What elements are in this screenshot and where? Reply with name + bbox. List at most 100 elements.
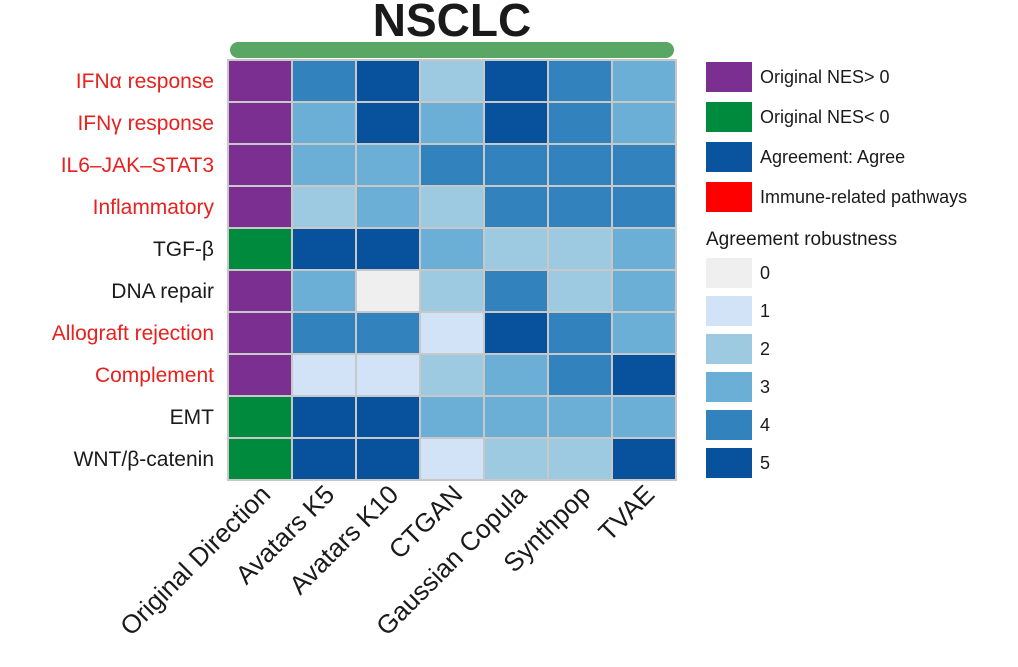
heatmap-cell xyxy=(611,437,677,481)
heatmap-cell xyxy=(419,269,485,313)
legend-scale-label: 5 xyxy=(760,453,770,473)
column-label: TVAE xyxy=(592,479,660,547)
heatmap-cell xyxy=(483,311,549,355)
heatmap-cell xyxy=(547,395,613,439)
heatmap-cell xyxy=(291,227,357,271)
heatmap-cell xyxy=(419,185,485,229)
heatmap-cell xyxy=(227,437,293,481)
legend-scale-swatch xyxy=(706,334,752,364)
heatmap-cell xyxy=(227,227,293,271)
heatmap-cell xyxy=(355,353,421,397)
row-label: EMT xyxy=(170,406,215,429)
heatmap-cell xyxy=(291,59,357,103)
heatmap-cell xyxy=(291,437,357,481)
heatmap-cell xyxy=(355,437,421,481)
heatmap-cell xyxy=(227,59,293,103)
legend-scale-label: 4 xyxy=(760,415,770,435)
heatmap-cell xyxy=(547,143,613,187)
heatmap-cell xyxy=(291,143,357,187)
row-label: IFNα response xyxy=(76,70,214,93)
legend-label: Original NES> 0 xyxy=(760,67,890,87)
row-label: IFNγ response xyxy=(77,112,214,135)
legend-scale-label: 2 xyxy=(760,339,770,359)
heatmap-cell xyxy=(227,311,293,355)
heatmap-cell xyxy=(291,269,357,313)
legend-scale-title: Agreement robustness xyxy=(706,229,897,250)
heatmap-cell xyxy=(291,311,357,355)
heatmap-cell xyxy=(611,59,677,103)
heatmap-cell xyxy=(291,185,357,229)
heatmap-cell xyxy=(611,101,677,145)
heatmap-cell xyxy=(611,185,677,229)
legend-scale-swatch xyxy=(706,410,752,440)
heatmap-cell xyxy=(611,227,677,271)
group-bar xyxy=(230,42,674,58)
heatmap-cell xyxy=(611,311,677,355)
heatmap-cell xyxy=(291,353,357,397)
legend-scale-swatch xyxy=(706,372,752,402)
heatmap-cell xyxy=(611,395,677,439)
heatmap-cell xyxy=(483,101,549,145)
row-label: WNT/β-catenin xyxy=(74,448,214,471)
heatmap-cell xyxy=(419,143,485,187)
row-label: DNA repair xyxy=(111,280,214,303)
heatmap-cell xyxy=(227,353,293,397)
heatmap-cell xyxy=(291,101,357,145)
legend-swatch xyxy=(706,142,752,172)
legend-swatch xyxy=(706,182,752,212)
row-label: Inflammatory xyxy=(93,196,215,219)
heatmap-cell xyxy=(483,185,549,229)
heatmap-cell xyxy=(355,101,421,145)
heatmap-cell xyxy=(547,311,613,355)
legend-scale-swatch xyxy=(706,258,752,288)
heatmap-cell xyxy=(547,437,613,481)
heatmap-cell xyxy=(611,269,677,313)
heatmap-cell xyxy=(547,59,613,103)
heatmap-cell xyxy=(547,353,613,397)
legend-swatch xyxy=(706,62,752,92)
heatmap-cell xyxy=(419,311,485,355)
heatmap-cell xyxy=(419,227,485,271)
legend-scale-swatch xyxy=(706,448,752,478)
heatmap-cell xyxy=(355,59,421,103)
legend-label: Original NES< 0 xyxy=(760,107,890,127)
heatmap-cell xyxy=(355,269,421,313)
legend-scale-label: 1 xyxy=(760,301,770,321)
heatmap-cell xyxy=(547,269,613,313)
heatmap-cell xyxy=(227,185,293,229)
heatmap-cell xyxy=(419,353,485,397)
legend-label: Agreement: Agree xyxy=(760,147,905,167)
heatmap-cell xyxy=(483,269,549,313)
heatmap-cell xyxy=(483,143,549,187)
heatmap-cell xyxy=(611,143,677,187)
row-label: TGF-β xyxy=(153,238,214,261)
heatmap-cell xyxy=(355,395,421,439)
legend-scale-swatch xyxy=(706,296,752,326)
heatmap-cell xyxy=(419,59,485,103)
heatmap-cell xyxy=(355,143,421,187)
heatmap-cell xyxy=(483,353,549,397)
heatmap-cell xyxy=(355,185,421,229)
heatmap-cell xyxy=(227,101,293,145)
heatmap-cell xyxy=(227,269,293,313)
heatmap-cell xyxy=(547,101,613,145)
row-label: IL6–JAK–STAT3 xyxy=(61,154,214,177)
heatmap-cell xyxy=(483,227,549,271)
chart-title: NSCLC xyxy=(373,0,531,46)
heatmap-cell xyxy=(419,101,485,145)
row-label: Complement xyxy=(95,364,214,387)
heatmap-cell xyxy=(483,59,549,103)
legend-swatch xyxy=(706,102,752,132)
heatmap-cell xyxy=(355,227,421,271)
legend-scale-label: 0 xyxy=(760,263,770,283)
heatmap-cell xyxy=(611,353,677,397)
heatmap-cell xyxy=(227,143,293,187)
heatmap-cell xyxy=(547,227,613,271)
heatmap-cell xyxy=(483,437,549,481)
heatmap-cell xyxy=(419,395,485,439)
heatmap-cell xyxy=(419,437,485,481)
row-label: Allograft rejection xyxy=(52,322,214,345)
heatmap-cell xyxy=(227,395,293,439)
